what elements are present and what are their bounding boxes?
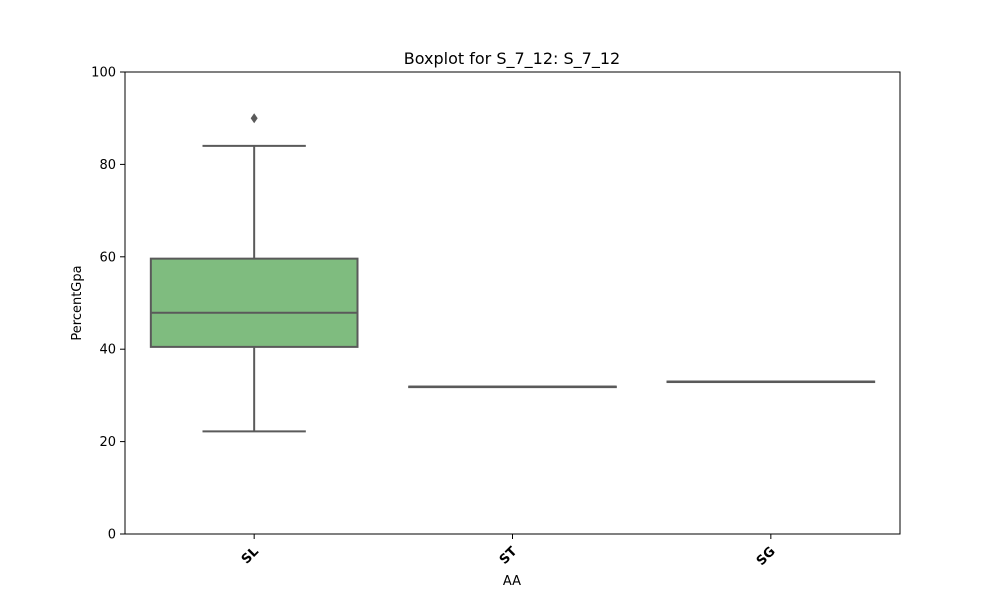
x-axis-label: AA xyxy=(503,574,521,589)
chart-title: Boxplot for S_7_12: S_7_12 xyxy=(404,49,620,69)
plot-area: 0 20 40 60 80 100 SL ST SG xyxy=(91,66,901,569)
y-tick-label: 60 xyxy=(99,250,116,265)
y-tick-label: 20 xyxy=(99,435,116,450)
x-tick-label: SL xyxy=(239,544,262,567)
box-SL xyxy=(149,257,359,348)
outlier-point xyxy=(250,113,258,124)
y-tick-label: 80 xyxy=(99,158,116,173)
x-tick-label: ST xyxy=(497,544,521,568)
y-tick-label: 0 xyxy=(108,528,116,543)
y-axis-label: PercentGpa xyxy=(70,265,85,340)
y-tick-label: 100 xyxy=(91,66,116,81)
x-tick-label: SG xyxy=(754,544,779,569)
y-tick-label: 40 xyxy=(99,343,116,358)
